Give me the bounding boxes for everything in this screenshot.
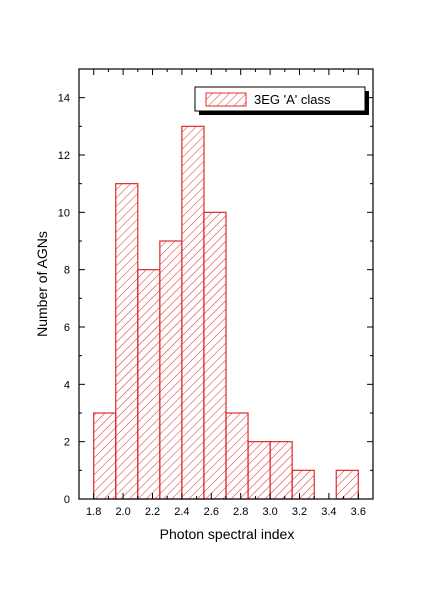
- histogram-bar: [115, 183, 139, 500]
- histogram-bar: [181, 125, 205, 500]
- legend-label: 3EG 'A' class: [254, 92, 331, 107]
- x-axis-title: Photon spectral index: [160, 526, 295, 542]
- x-tick-label: 1.8: [86, 506, 101, 518]
- y-tick-label: 4: [64, 379, 70, 391]
- legend-swatch: [205, 92, 247, 107]
- histogram-bar: [93, 412, 117, 500]
- y-tick-label: 12: [58, 150, 70, 162]
- y-tick-label: 14: [58, 93, 70, 105]
- histogram-bar: [203, 211, 227, 500]
- legend: 3EG 'A' class: [194, 86, 369, 115]
- y-tick-label: 10: [58, 207, 70, 219]
- x-tick-label: 2.0: [115, 506, 130, 518]
- y-tick-label: 8: [64, 265, 70, 277]
- histogram-bar: [291, 469, 315, 500]
- x-tick-label: 2.8: [233, 506, 248, 518]
- y-axis-title: Number of AGNs: [34, 231, 50, 337]
- y-tick-label: 0: [64, 494, 70, 506]
- histogram-bar: [269, 441, 293, 500]
- y-tick-label: 2: [64, 437, 70, 449]
- bars-layer: [93, 125, 359, 500]
- x-tick-label: 3.2: [292, 506, 307, 518]
- x-tick-label: 2.4: [174, 506, 189, 518]
- y-tick-label: 6: [64, 322, 70, 334]
- x-tick-label: 3.4: [321, 506, 336, 518]
- histogram-bar: [247, 441, 271, 500]
- x-tick-label: 2.6: [204, 506, 219, 518]
- x-tick-label: 3.6: [351, 506, 366, 518]
- histogram-bar: [159, 240, 183, 500]
- axes-layer: 1.8 2.0 2.2 2.4 2.6 2.8 3.0 3.2 3.4 3.6 0 2 4 6 8 10 12 1…: [58, 68, 374, 518]
- x-tick-label: 2.2: [145, 506, 160, 518]
- histogram-bar: [335, 469, 359, 500]
- histogram-bar: [137, 269, 161, 500]
- histogram-bar: [225, 412, 249, 500]
- x-tick-label: 3.0: [262, 506, 277, 518]
